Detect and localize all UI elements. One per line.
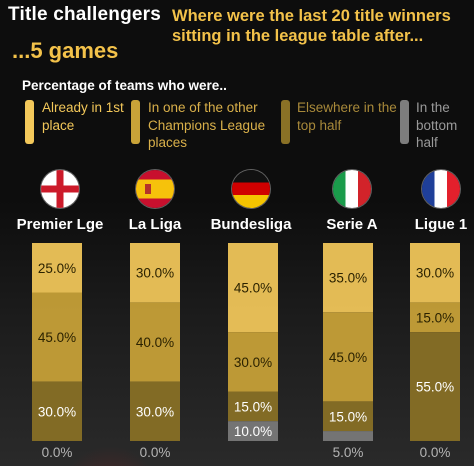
bar-value-label-0-3: 0.0% — [42, 445, 73, 460]
bar-value-label-3-2: 15.0% — [329, 409, 367, 424]
league-name-la-liga: La Liga — [128, 216, 182, 233]
legend-label-bottom-half: In the bottom half — [416, 100, 458, 150]
bar-segment-champions_league-2 — [228, 332, 278, 392]
bar-segment-already_first-1 — [130, 243, 180, 303]
bar-value-label-0-1: 45.0% — [38, 330, 76, 345]
bar-value-label-4-0: 30.0% — [416, 266, 454, 281]
league-name-premier-league: Premier Lge — [16, 216, 104, 233]
bar-value-label-2-0: 45.0% — [234, 281, 272, 296]
legend-swatch-first — [25, 100, 34, 144]
bar-segment-champions_league-1 — [130, 302, 180, 382]
league-name-ligue-1: Ligue 1 — [414, 216, 468, 233]
france-flag-icon — [422, 170, 460, 208]
bar-segment-champions_league-0 — [32, 292, 82, 382]
england-flag-icon — [41, 170, 79, 208]
legend-label-top-half: Elsewhere in the top half — [297, 100, 397, 133]
legend-swatch-top-half — [281, 100, 290, 144]
legend-heading: Percentage of teams who were.. — [22, 78, 227, 93]
bar-value-label-3-1: 45.0% — [329, 350, 367, 365]
legend-label-first: Already in 1st place — [42, 100, 124, 133]
legend-swatch-bottom-half — [400, 100, 409, 144]
subtitle: ...5 games — [12, 38, 119, 63]
bar-value-label-2-2: 15.0% — [234, 399, 272, 414]
bar-segment-champions_league-3 — [323, 312, 373, 402]
bar-value-label-1-2: 30.0% — [136, 404, 174, 419]
bar-value-label-3-0: 35.0% — [329, 271, 367, 286]
bar-value-label-4-2: 55.0% — [416, 380, 454, 395]
bar-segment-top_half-4 — [410, 332, 460, 441]
italy-flag-icon — [333, 170, 371, 208]
bar-segment-champions_league-4 — [410, 302, 460, 333]
bar-segment-bottom_half-2 — [228, 421, 278, 441]
bar-value-label-1-3: 0.0% — [140, 445, 171, 460]
spain-flag-icon — [136, 170, 174, 208]
bar-value-label-1-0: 30.0% — [136, 266, 174, 281]
bar-value-label-3-3: 5.0% — [333, 445, 364, 460]
bar-segment-already_first-4 — [410, 243, 460, 303]
question-text: Where were the last 20 title winners sit… — [172, 7, 451, 45]
bar-segment-top_half-2 — [228, 391, 278, 422]
bar-segment-already_first-2 — [228, 243, 278, 333]
bar-value-label-4-1: 15.0% — [416, 310, 454, 325]
bar-segment-already_first-0 — [32, 243, 82, 293]
bar-value-label-2-3: 10.0% — [234, 424, 272, 439]
bar-value-label-0-2: 30.0% — [38, 404, 76, 419]
bar-value-label-2-1: 30.0% — [234, 355, 272, 370]
legend-label-champions-league: In one of the other Champions League pla… — [148, 100, 266, 150]
league-name-serie-a: Serie A — [326, 216, 378, 233]
bar-segment-top_half-3 — [323, 401, 373, 432]
bar-segment-top_half-0 — [32, 381, 82, 441]
bar-value-label-0-0: 25.0% — [38, 261, 76, 276]
bar-value-label-4-3: 0.0% — [420, 445, 451, 460]
bar-segment-top_half-1 — [130, 381, 180, 441]
legend-swatch-champions-league — [131, 100, 140, 144]
germany-flag-icon — [232, 170, 270, 208]
bar-value-label-1-1: 40.0% — [136, 335, 174, 350]
bar-segment-already_first-3 — [323, 243, 373, 313]
title: Title challengers — [8, 4, 161, 25]
league-name-bundesliga: Bundesliga — [210, 216, 292, 233]
bar-segment-bottom_half-3 — [323, 431, 373, 441]
